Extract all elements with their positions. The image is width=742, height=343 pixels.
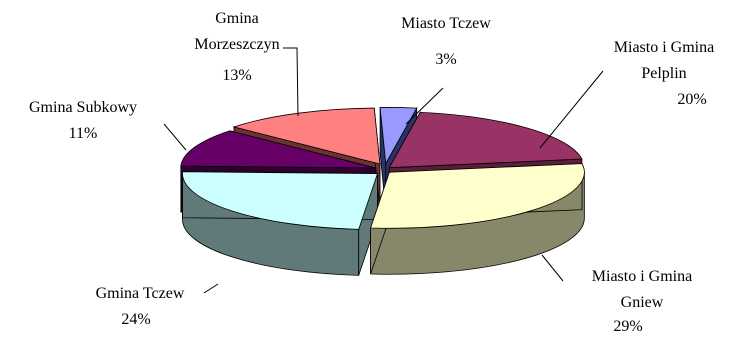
- slice-percent-1: 20%: [677, 91, 706, 108]
- slice-percent-0: 3%: [435, 51, 456, 68]
- slice-percent-3: 24%: [121, 311, 150, 328]
- leader-line-5: [283, 47, 299, 117]
- slice-percent-2: 29%: [613, 318, 642, 335]
- slice-label-0: Miasto Tczew: [401, 15, 491, 32]
- slice-label-5-line-0: Gmina: [215, 10, 259, 27]
- leader-line-0: [405, 87, 444, 125]
- slice-label-3: Gmina Tczew: [96, 285, 185, 302]
- slice-label-1-line-0: Miasto i Gmina: [614, 39, 714, 56]
- pie-slice-1: [388, 111, 583, 169]
- slice-percent-5: 13%: [222, 67, 251, 84]
- leader-line-2: [541, 254, 564, 282]
- slice-label-5-line-1: Morzeszczyn: [194, 36, 279, 53]
- leader-line-3: [203, 283, 219, 294]
- pie-slice-5: [232, 107, 381, 165]
- pie-slice-4: [180, 130, 376, 169]
- slice-label-2-line-1: Gniew: [621, 294, 664, 311]
- slice-label-2-line-0: Miasto i Gmina: [592, 268, 692, 285]
- pie-slice-0: [379, 107, 418, 165]
- leader-line-4: [163, 123, 187, 151]
- leader-line-1: [539, 70, 604, 149]
- slice-percent-4: 11%: [69, 125, 98, 142]
- slice-label-4: Gmina Subkowy: [29, 99, 137, 116]
- pie-slice-2: [370, 163, 585, 229]
- slice-label-1-line-1: Pelplin: [641, 65, 686, 82]
- pie-slice-3: [182, 171, 379, 230]
